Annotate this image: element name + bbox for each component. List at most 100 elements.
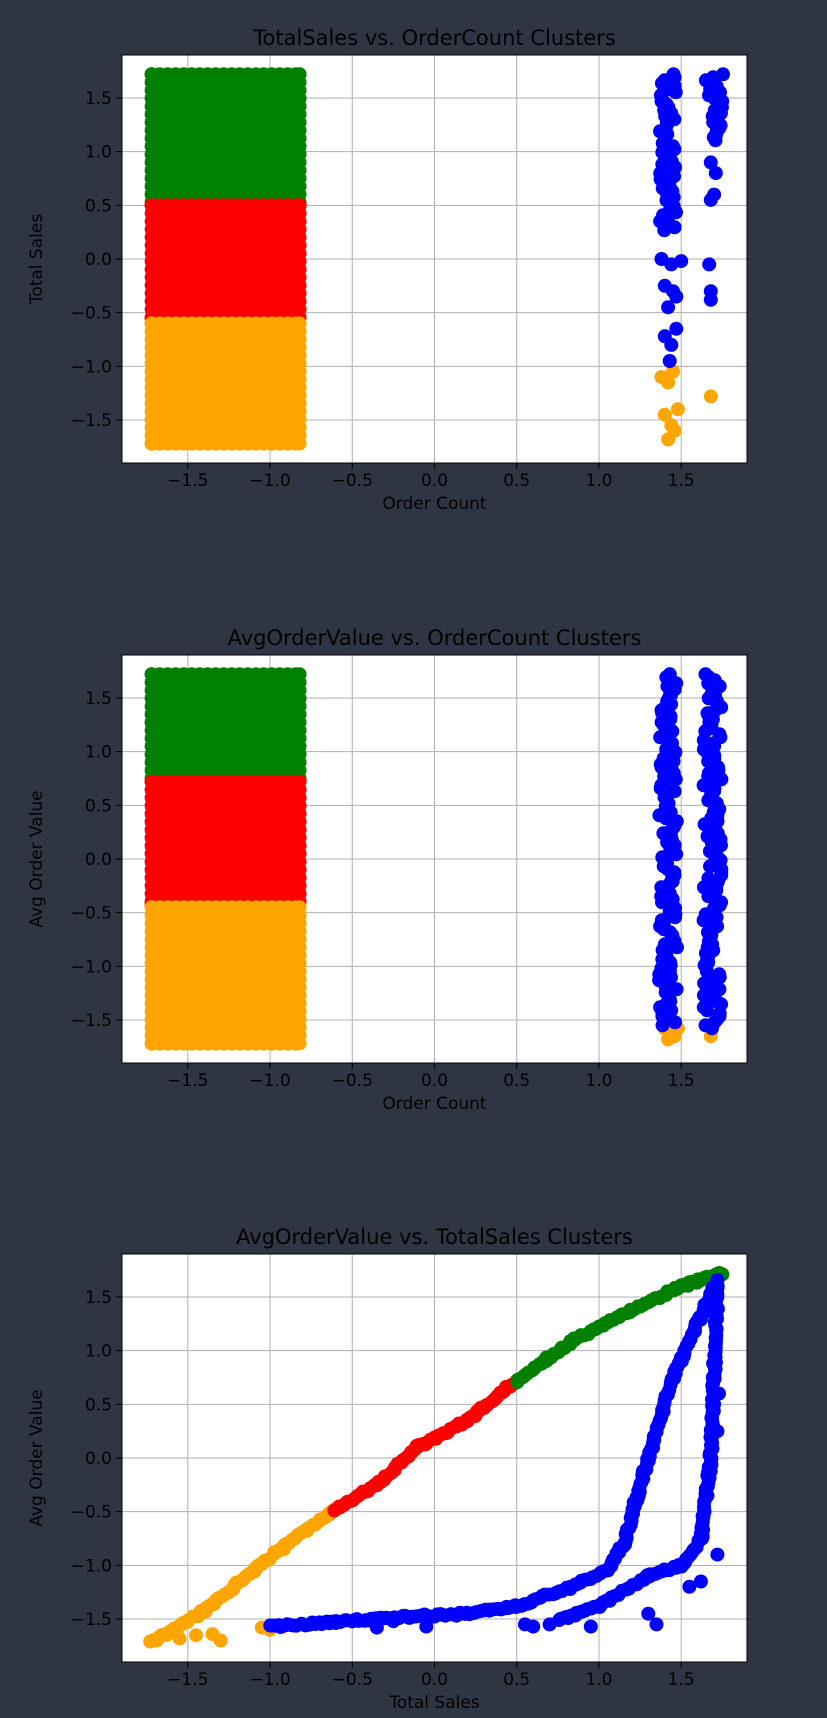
scatter-point [670,940,684,955]
scatter-point [146,943,161,958]
y-tick-label: 0.0 [85,1449,112,1469]
scatter-point [693,1574,708,1589]
x-tick-label: 0.0 [421,471,448,491]
scatter-point [657,407,672,422]
scatter-point [267,158,282,172]
scatter-point [227,885,242,900]
scatter-point [213,1633,228,1648]
scatter-points [144,667,729,1051]
scatter-point [542,1617,557,1632]
scatter-point [162,1017,177,1032]
scatter-point [171,230,186,245]
scatter-point [211,778,226,793]
x-axis-label: Order Count [382,494,487,514]
scatter-point [666,364,680,379]
x-tick-label: 1.0 [585,1670,612,1690]
scatter-point [273,428,287,443]
y-tick-label: −1.0 [71,357,112,377]
scatter-point [655,1018,670,1033]
scatter-point [196,685,211,700]
scatter-point [258,936,273,951]
y-tick-label: 0.5 [85,796,112,816]
scatter-point [190,219,205,234]
scatter-point [239,962,254,977]
x-axis-label: Order Count [382,1094,487,1114]
scatter-point [259,1029,274,1044]
scatter-point [267,337,282,352]
scatter-point [703,155,718,170]
scatter-point [172,988,187,1002]
x-tick-label: 0.0 [421,1071,448,1091]
scatter-point [256,1006,271,1021]
scatter-point [163,266,178,281]
scatter-point [236,992,251,1007]
scatter-point [227,1005,242,1020]
y-tick-label: 1.5 [85,689,112,709]
scatter-point [265,116,279,130]
scatter-point [246,363,261,378]
scatter-point [184,409,199,424]
scatter-point [149,851,164,866]
scatter-point [146,235,161,250]
scatter-point [242,200,256,215]
y-tick-label: −1.5 [71,1610,112,1630]
scatter-point [369,1620,384,1635]
scatter-point [201,169,216,184]
scatter-point [248,917,263,932]
scatter-point [208,843,223,857]
scatter-point [221,361,236,375]
scatter-point [181,708,196,722]
scatter-point [229,270,244,285]
scatter-point [158,1000,173,1015]
scatter-point [273,921,288,936]
scatter-point [682,1579,697,1594]
scatter-point [221,829,236,843]
scatter-point [287,679,302,694]
scatter-point [248,688,263,703]
scatter-point [186,965,201,980]
scatter-point [708,133,723,148]
scatter-point [184,379,199,394]
x-tick-label: −0.5 [332,1071,373,1091]
scatter-point [258,223,273,238]
scatter-point [179,743,194,758]
scatter-point [664,337,679,352]
y-axis-label: Avg Order Value [27,790,47,927]
y-tick-label: 0.5 [85,196,112,216]
scatter-point [199,238,214,253]
scatter-point [211,250,226,265]
scatter-point [187,781,202,796]
y-axis-label: Total Sales [27,214,47,305]
scatter-point [287,77,302,91]
scatter-point [288,1036,303,1051]
scatter-point [157,798,172,813]
scatter-point [280,974,295,989]
scatter-point [241,1028,256,1043]
scatter-point [708,166,723,181]
scatter-point [222,184,237,199]
scatter-point [243,248,258,263]
scatter-point [270,214,285,229]
scatter-point [710,1424,725,1439]
scatter-point [192,324,207,339]
x-tick-label: 1.5 [668,1071,695,1091]
scatter-point [199,667,214,682]
scatter-point [251,266,266,281]
scatter-point [189,109,204,124]
scatter-point [225,669,239,684]
x-tick-label: 1.0 [585,1071,612,1091]
scatter-point [276,79,291,94]
scatter-point [161,143,176,158]
scatter-point [204,1010,219,1025]
scatter-point [210,94,225,109]
subplot-avg-order-value-vs-total-sales: −1.5 −1.0 −0.5 0.0 0.5 1.0 1.5 −1.5 −1.0 −0.5 0.0 0… [27,1225,748,1713]
scatter-point [274,745,289,759]
scatter-point [189,1628,203,1643]
scatter-point [202,432,217,447]
scatter-point [172,1631,187,1646]
scatter-point [237,697,252,712]
x-tick-label: −1.5 [167,1670,208,1690]
scatter-point [193,160,208,175]
scatter-point [278,334,292,349]
scatter-point [707,1397,722,1412]
